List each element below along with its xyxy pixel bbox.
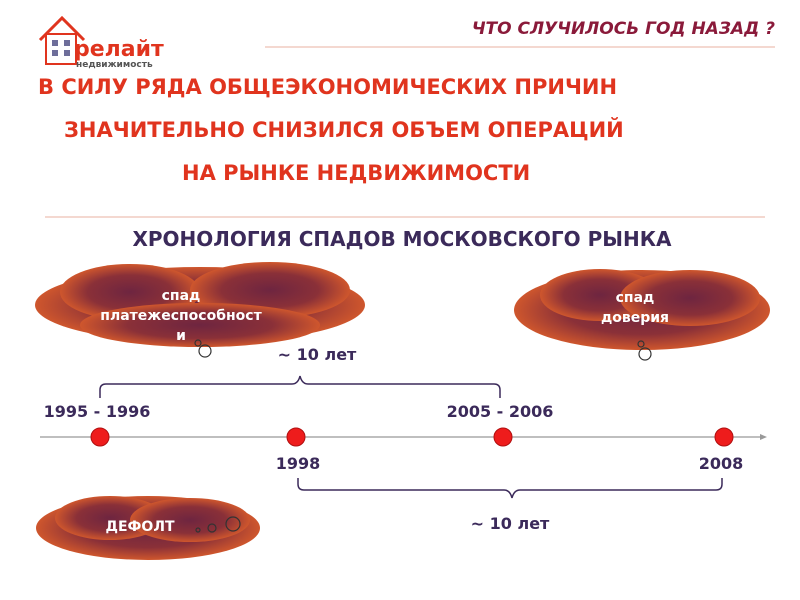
logo-name: релайт [74, 37, 164, 62]
timeline-points [90, 427, 734, 447]
bracket-label: ~ 10 лет [278, 345, 357, 364]
timeline-label: 2008 [699, 454, 744, 473]
headline: В СИЛУ РЯДА ОБЩЕЭКОНОМИЧЕСКИХ ПРИЧИН [38, 75, 617, 99]
cloud-text: ДЕФОЛТ [106, 519, 175, 535]
cloud-text: спад [162, 288, 201, 304]
bracket [99, 375, 501, 398]
headline: НА РЫНКЕ НЕДВИЖИМОСТИ [182, 161, 530, 185]
cloud-text: платежеспособност [100, 308, 262, 324]
header-title: ЧТО СЛУЧИЛОСЬ ГОД НАЗАД ? [472, 19, 775, 39]
cloud-text: спад [616, 290, 655, 306]
cloud-text: и [176, 328, 186, 344]
headline: ЗНАЧИТЕЛЬНО СНИЗИЛСЯ ОБЪЕМ ОПЕРАЦИЙ [64, 117, 624, 142]
bracket-label: ~ 10 лет [471, 514, 550, 533]
cloud-bubbles [194, 339, 652, 533]
cloud-text: доверия [601, 310, 669, 326]
timeline-label: 1995 - 1996 [44, 402, 151, 421]
cloud [35, 262, 365, 347]
timeline-label: 1998 [276, 454, 321, 473]
logo-tagline: недвижимость [76, 60, 153, 70]
bracket [297, 478, 723, 499]
cloud [36, 496, 260, 560]
timeline-arrow [760, 434, 767, 440]
subtitle: ХРОНОЛОГИЯ СПАДОВ МОСКОВСКОГО РЫНКА [132, 227, 672, 251]
cloud [514, 269, 770, 350]
logo: релайт недвижимость [38, 15, 164, 70]
timeline-label: 2005 - 2006 [447, 402, 554, 421]
